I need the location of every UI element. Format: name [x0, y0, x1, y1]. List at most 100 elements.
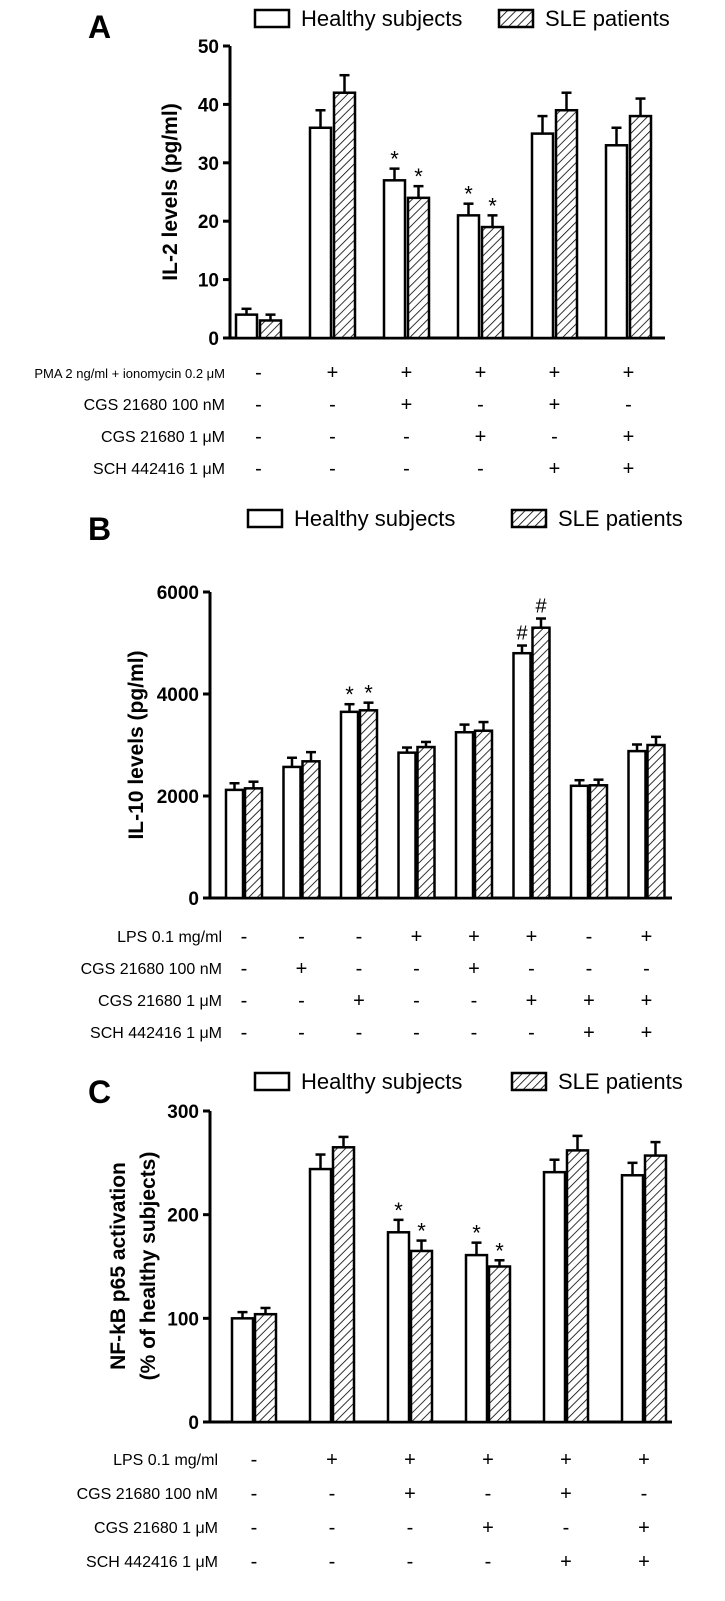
condition-plus: + [549, 458, 561, 480]
legend-label-healthy: Healthy subjects [301, 6, 462, 31]
condition-plus: + [526, 990, 538, 1012]
condition-label: SCH 442416 1 μM [90, 1025, 222, 1042]
condition-plus: + [560, 1551, 572, 1573]
condition-label: PMA 2 ng/ml + ionomycin 0.2 μM [34, 366, 225, 381]
bar-sle [480, 225, 505, 340]
condition-minus: - [251, 1483, 258, 1505]
bar-healthy [308, 126, 333, 340]
bar-sle [253, 1312, 278, 1424]
bar-sle [358, 709, 379, 900]
bar-healthy [512, 651, 532, 900]
bar-sle [406, 196, 431, 340]
condition-minus: - [329, 426, 336, 448]
condition-plus: + [468, 958, 480, 980]
bar-sle [301, 760, 321, 900]
condition-plus: + [401, 394, 413, 416]
condition-label: SCH 442416 1 μM [93, 461, 225, 478]
bar-healthy [386, 1231, 411, 1424]
condition-minus: - [528, 1022, 535, 1044]
legend-label-healthy: Healthy subjects [301, 1069, 462, 1094]
condition-minus: - [407, 1517, 414, 1539]
significance-marker: * [472, 1221, 481, 1246]
bar-sle [588, 784, 609, 900]
condition-plus: + [583, 1022, 595, 1044]
significance-marker: * [417, 1219, 426, 1244]
condition-plus: + [638, 1551, 650, 1573]
y-tick-label: 40 [198, 95, 219, 116]
y-tick-label: 10 [198, 271, 219, 292]
condition-minus: - [255, 426, 262, 448]
condition-plus: + [326, 1449, 338, 1471]
legend: Healthy subjects SLE patients [253, 1069, 683, 1094]
legend-swatch-sle [510, 1071, 548, 1092]
condition-plus: + [482, 1517, 494, 1539]
legend-label-sle: SLE patients [558, 1069, 683, 1094]
panel-c: C Healthy subjects SLE patients NF-kB p65 a… [77, 1069, 683, 1573]
condition-plus: + [296, 958, 308, 980]
legend-label-sle: SLE patients [545, 6, 670, 31]
condition-label: CGS 21680 1 μM [98, 993, 222, 1010]
condition-minus: - [413, 990, 420, 1012]
y-axis-label: IL-10 levels (pg/ml) [125, 650, 148, 839]
bar-sle [416, 745, 436, 900]
condition-minus: - [298, 926, 305, 948]
condition-minus: - [625, 394, 632, 416]
condition-plus: + [526, 926, 538, 948]
bar-healthy [454, 731, 475, 900]
condition-minus: - [477, 394, 484, 416]
bar-healthy [308, 1167, 333, 1424]
condition-minus: - [329, 1551, 336, 1573]
bar-healthy [224, 788, 245, 900]
bar-sle [243, 787, 264, 900]
bar-healthy [569, 784, 590, 900]
condition-plus: + [404, 1449, 416, 1471]
significance-marker: * [414, 164, 423, 189]
bar-healthy [530, 132, 555, 340]
y-tick-label: 0 [208, 329, 219, 350]
condition-minus: - [251, 1551, 258, 1573]
condition-minus: - [356, 1022, 363, 1044]
condition-minus: - [329, 394, 336, 416]
y-tick-label: 200 [167, 1206, 199, 1227]
legend-swatch-sle [497, 8, 535, 29]
significance-marker: * [390, 147, 399, 172]
legend: Healthy subjects SLE patients [246, 506, 683, 531]
condition-minus: - [241, 926, 248, 948]
condition-plus: + [560, 1449, 572, 1471]
y-tick-label: 0 [188, 1413, 199, 1434]
condition-minus: - [563, 1517, 570, 1539]
condition-plus: + [482, 1449, 494, 1471]
condition-minus: - [255, 458, 262, 480]
significance-marker: * [364, 681, 373, 706]
condition-minus: - [485, 1483, 492, 1505]
y-axis-label: IL-2 levels (pg/ml) [159, 103, 182, 280]
condition-plus: + [468, 926, 480, 948]
bar-healthy [542, 1170, 567, 1424]
condition-minus: - [255, 362, 262, 384]
condition-minus: - [403, 458, 410, 480]
condition-plus: + [623, 362, 635, 384]
condition-minus: - [528, 958, 535, 980]
condition-label: SCH 442416 1 μM [86, 1554, 218, 1571]
condition-minus: - [329, 458, 336, 480]
condition-minus: - [485, 1551, 492, 1573]
condition-minus: - [329, 1483, 336, 1505]
bar-sle [554, 108, 579, 340]
legend-swatch-sle [510, 508, 548, 529]
bar-healthy [339, 710, 360, 900]
bar-healthy [464, 1253, 489, 1424]
condition-minus: - [251, 1517, 258, 1539]
condition-minus: - [551, 426, 558, 448]
condition-plus: + [327, 362, 339, 384]
bar-sle [473, 729, 494, 900]
condition-minus: - [477, 458, 484, 480]
y-tick-label: 4000 [157, 685, 199, 706]
bar-healthy [456, 214, 481, 340]
y-tick-label: 0 [188, 889, 199, 910]
significance-marker: * [488, 193, 497, 218]
condition-label: CGS 21680 1 μM [94, 1520, 218, 1537]
bar-healthy [620, 1174, 645, 1424]
condition-minus: - [413, 1022, 420, 1044]
condition-plus: + [549, 362, 561, 384]
